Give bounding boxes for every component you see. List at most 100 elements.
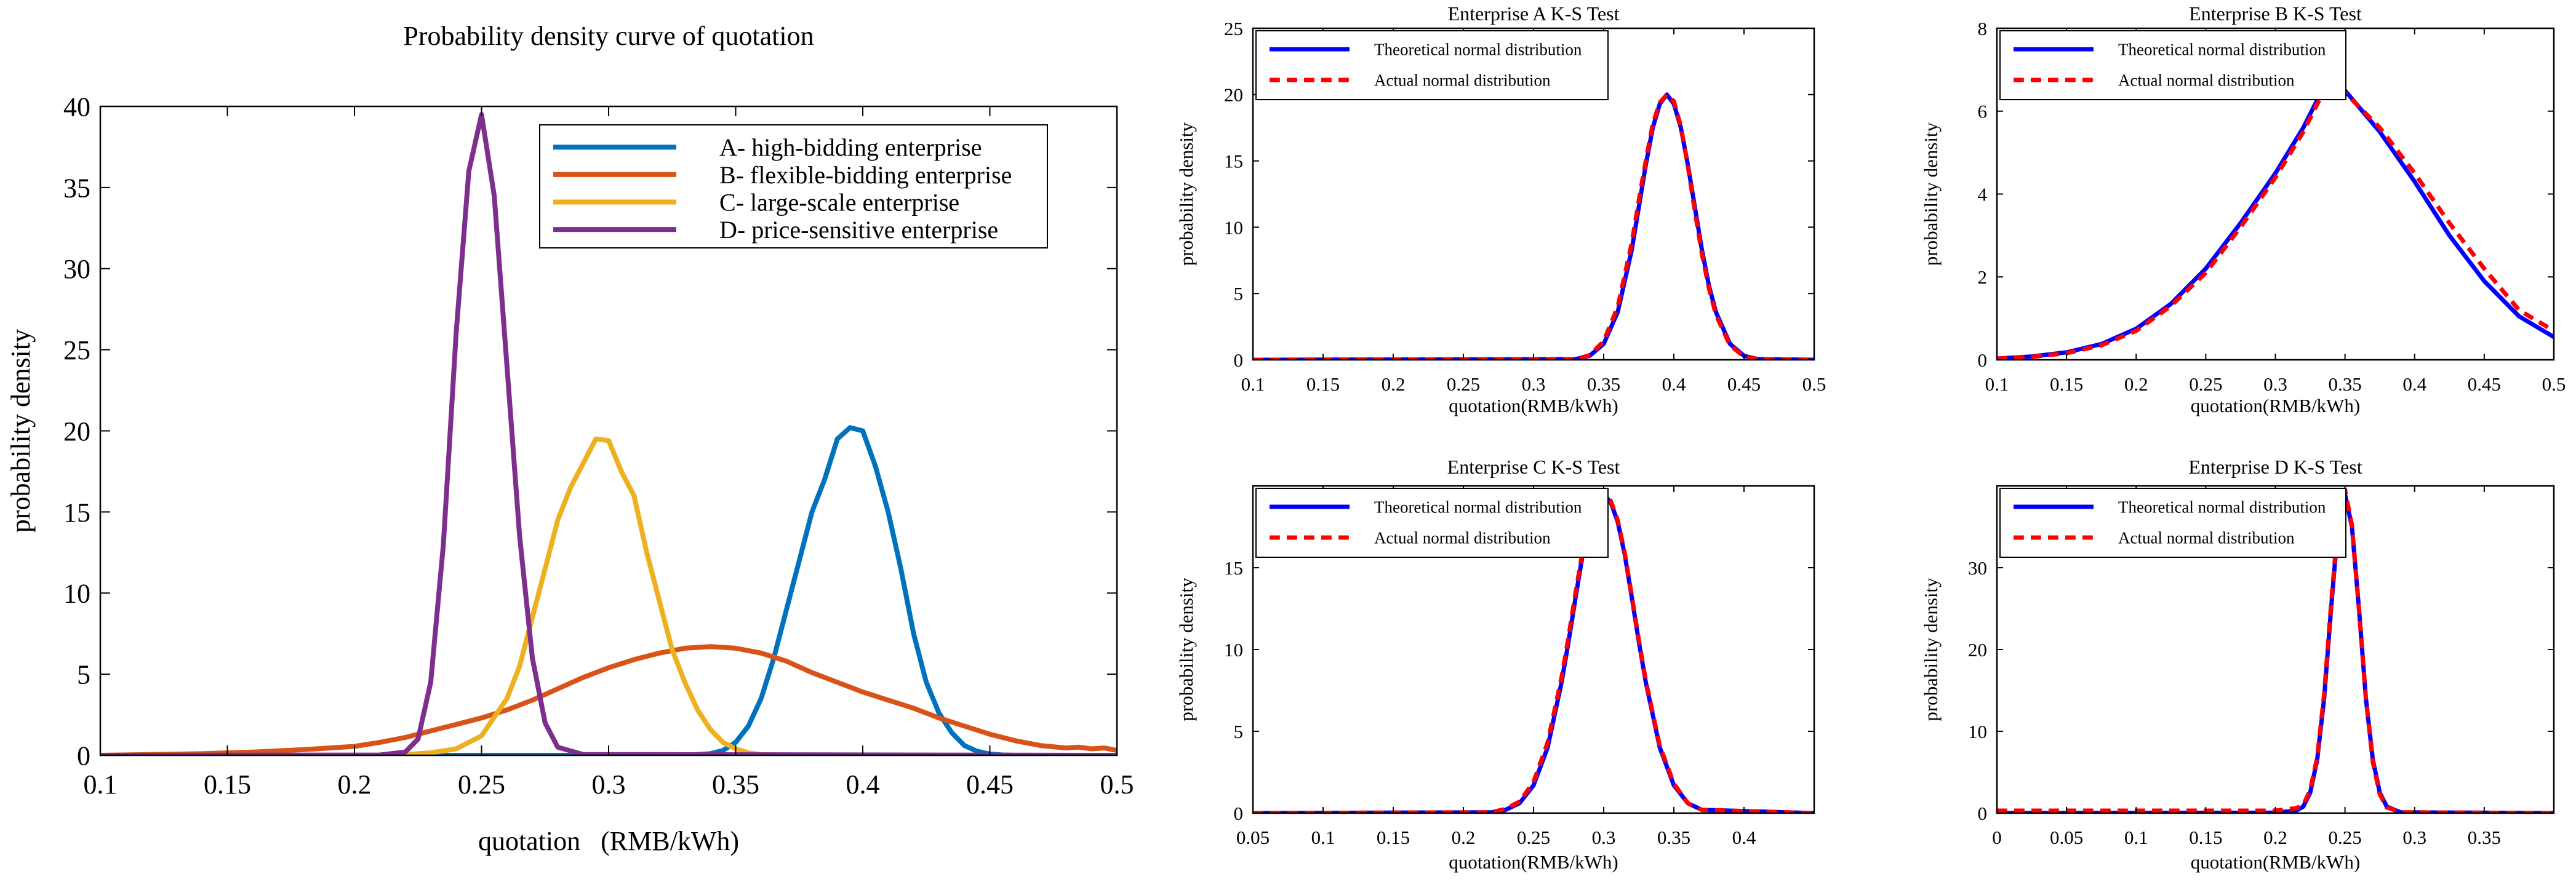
chart-main: Probability density curve of quotation 0.… xyxy=(6,21,1134,856)
x-tick-label: 0.5 xyxy=(1100,769,1134,800)
y-tick-label: 0 xyxy=(77,741,90,771)
legend-label: Actual normal distribution xyxy=(2118,71,2295,89)
x-tick-label: 0.15 xyxy=(2189,827,2222,848)
series-line-actual xyxy=(1997,88,2554,360)
x-tick-label: 0.35 xyxy=(2468,827,2501,848)
y-tick-label: 2 xyxy=(1978,266,1988,288)
y-axis-label: probability density xyxy=(6,329,36,533)
x-tick-label: 0.4 xyxy=(1732,827,1756,848)
y-tick-label: 15 xyxy=(63,498,90,528)
legend-label: Actual normal distribution xyxy=(1374,528,1551,547)
x-tick-label: 0.25 xyxy=(2189,373,2222,395)
x-tick-label: 0.25 xyxy=(1447,373,1480,395)
y-tick-label: 20 xyxy=(63,416,90,447)
x-axis-label: quotation(RMB/kWh) xyxy=(2191,851,2361,873)
y-tick-label: 0 xyxy=(1978,803,1988,824)
x-tick-label: 0.3 xyxy=(2402,827,2426,848)
y-tick-label: 20 xyxy=(1224,84,1243,106)
series-line-b xyxy=(100,644,1117,755)
x-tick-label: 0.1 xyxy=(84,769,118,800)
y-axis-label: probability density xyxy=(1175,578,1197,721)
chart-title: Enterprise A K-S Test xyxy=(1448,2,1620,25)
x-tick-label: 0.45 xyxy=(2468,373,2501,395)
y-tick-label: 30 xyxy=(63,254,90,284)
legend-label: C- large-scale enterprise xyxy=(719,189,959,217)
x-axis-label: quotation(RMB/kWh) xyxy=(1449,851,1618,873)
series-line-a xyxy=(100,425,1117,755)
x-axis-label: quotation(RMB/kWh) xyxy=(2191,395,2361,416)
x-tick-label: 0.15 xyxy=(2050,373,2083,395)
x-tick-label: 0.3 xyxy=(1592,827,1616,848)
x-tick-label: 0.1 xyxy=(1241,373,1265,395)
x-tick-label: 0.15 xyxy=(1377,827,1410,848)
x-tick-label: 0.05 xyxy=(1236,827,1270,848)
x-tick-label: 0.4 xyxy=(2402,373,2426,395)
x-tick-label: 0.1 xyxy=(2124,827,2148,848)
legend-box xyxy=(1255,30,1609,100)
y-tick-label: 6 xyxy=(1978,101,1988,122)
legend-box xyxy=(1255,488,1609,558)
y-tick-label: 30 xyxy=(1968,557,1987,579)
x-tick-label: 0.25 xyxy=(2329,827,2362,848)
y-tick-label: 40 xyxy=(63,92,90,122)
y-tick-label: 10 xyxy=(1224,639,1243,661)
x-tick-label: 0.1 xyxy=(1985,373,2009,395)
x-tick-label: 0.5 xyxy=(1802,373,1826,395)
chart-title: Enterprise D K-S Test xyxy=(2188,456,2362,478)
y-tick-label: 20 xyxy=(1968,639,1987,661)
legend-label: Theoretical normal distribution xyxy=(1374,498,1582,516)
legend: Theoretical normal distribution Actual no… xyxy=(1999,30,2346,100)
y-tick-label: 5 xyxy=(77,660,90,690)
x-tick-label: 0.35 xyxy=(1587,373,1620,395)
x-tick-label: 0.2 xyxy=(338,769,372,800)
legend-label: Actual normal distribution xyxy=(2118,528,2295,547)
y-tick-label: 10 xyxy=(63,579,90,609)
legend-label: Actual normal distribution xyxy=(1374,71,1551,89)
x-tick-label: 0.4 xyxy=(846,769,880,800)
x-tick-label: 0.1 xyxy=(1311,827,1335,848)
y-tick-label: 0 xyxy=(1978,349,1988,371)
x-tick-label: 0.2 xyxy=(2263,827,2287,848)
legend: Theoretical normal distribution Actual no… xyxy=(1255,488,1609,558)
x-tick-label: 0 xyxy=(1992,827,2002,848)
x-axis-label: quotation (RMB/kWh) xyxy=(478,826,739,856)
legend-label: D- price-sensitive enterprise xyxy=(719,216,998,244)
chart-ksD: Enterprise D K-S Test 0 0.05 0.1 0.15 0.2 0.25… xyxy=(1920,456,2555,873)
x-axis-label: quotation(RMB/kWh) xyxy=(1449,395,1618,416)
legend-label: Theoretical normal distribution xyxy=(2118,40,2326,58)
legend-box xyxy=(1999,488,2346,558)
chart-title: Probability density curve of quotation xyxy=(403,21,814,51)
x-tick-label: 0.3 xyxy=(592,769,626,800)
x-tick-label: 0.2 xyxy=(1452,827,1476,848)
y-tick-label: 10 xyxy=(1968,721,1987,742)
x-tick-label: 0.35 xyxy=(712,769,759,800)
x-tick-label: 0.35 xyxy=(1657,827,1690,848)
y-tick-label: 0 xyxy=(1234,803,1244,824)
y-tick-label: 25 xyxy=(63,335,90,365)
chart-ksB: Enterprise B K-S Test 0.1 0.15 0.2 0.25 0.3 0.… xyxy=(1920,2,2566,416)
y-tick-label: 15 xyxy=(1224,150,1243,172)
chart-title: Enterprise B K-S Test xyxy=(2189,2,2362,25)
y-tick-label: 5 xyxy=(1234,721,1244,742)
legend-label: Theoretical normal distribution xyxy=(1374,40,1582,58)
x-tick-label: 0.3 xyxy=(1522,373,1546,395)
chart-title: Enterprise C K-S Test xyxy=(1447,456,1620,478)
y-tick-label: 8 xyxy=(1978,18,1988,39)
x-tick-label: 0.3 xyxy=(2263,373,2287,395)
x-tick-label: 0.05 xyxy=(2050,827,2083,848)
x-tick-label: 0.45 xyxy=(1727,373,1761,395)
series-line-c xyxy=(100,436,1117,755)
x-tick-label: 0.15 xyxy=(1306,373,1340,395)
x-tick-label: 0.45 xyxy=(966,769,1014,800)
y-axis-label: probability density xyxy=(1920,122,1942,266)
chart-ksC: Enterprise C K-S Test 0.05 0.1 0.15 0.2 0.25 0… xyxy=(1175,456,1815,873)
y-tick-label: 15 xyxy=(1224,557,1243,579)
series-line-actual xyxy=(1253,92,1814,360)
x-tick-label: 0.15 xyxy=(204,769,251,800)
y-tick-label: 5 xyxy=(1234,283,1244,304)
x-tick-label: 0.4 xyxy=(1662,373,1686,395)
series-line-theoretical xyxy=(1253,92,1814,360)
